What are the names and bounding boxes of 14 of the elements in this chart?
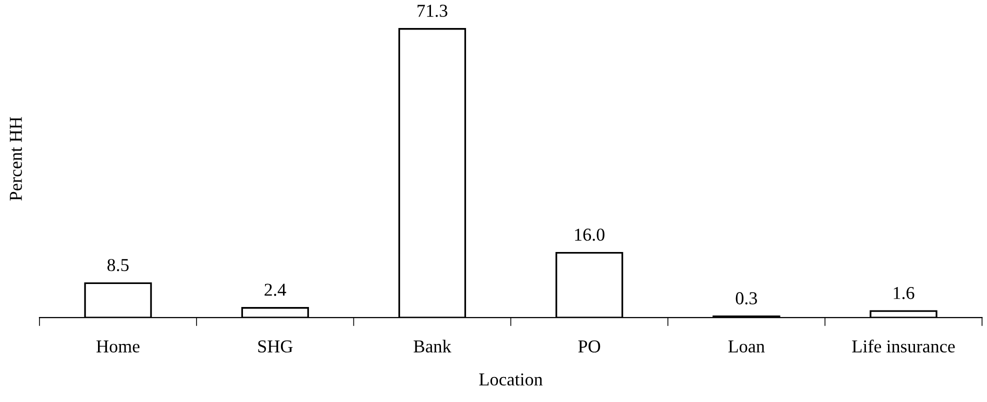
y-axis-title: Percent HH [10,116,22,201]
data-label: 1.6 [894,286,914,300]
x-tick-label: PO [578,340,600,353]
x-tick-label: Loan [728,340,765,353]
data-label: 2.4 [264,284,286,296]
x-tick-label: Home [96,340,140,353]
x-axis-title: Location [479,373,543,386]
x-tick-label: Bank [414,340,452,353]
data-label: 0.3 [736,292,757,304]
x-tick-label: Life insurance [852,340,955,353]
data-label: 71.3 [418,4,448,17]
x-tick-label: SHG [258,340,293,353]
data-label: 16.0 [575,228,604,241]
data-label: 8.5 [107,258,129,272]
